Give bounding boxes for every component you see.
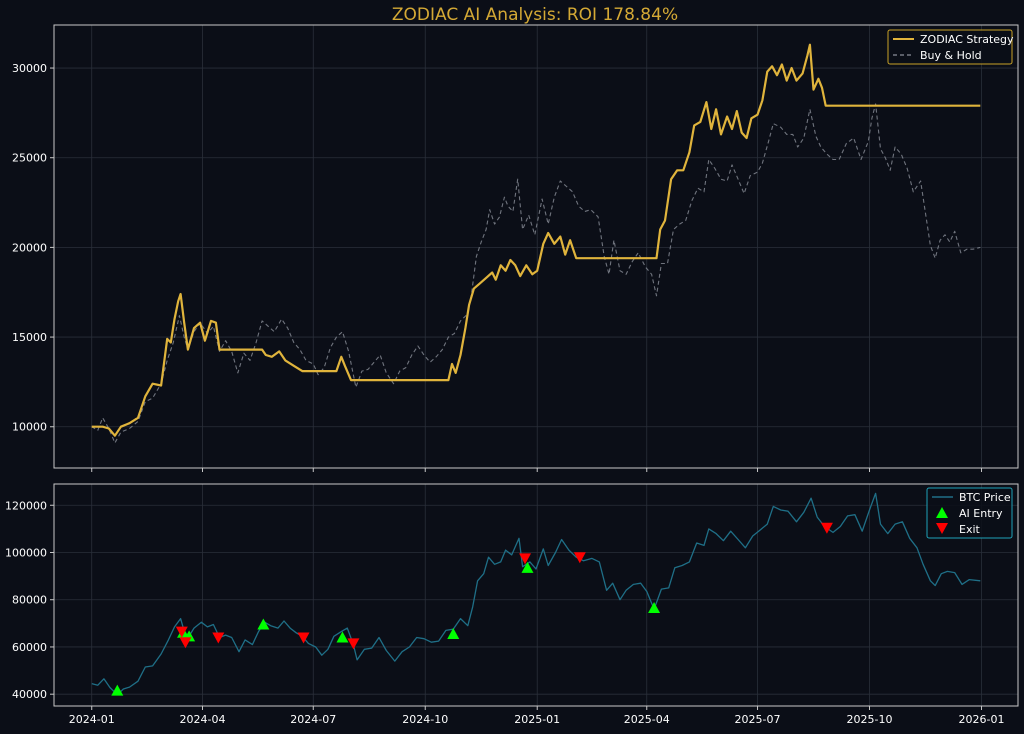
- top-plot-area: [54, 25, 1018, 468]
- bottom-y-ticks: 40000 60000 80000 100000 120000: [5, 499, 54, 701]
- bottom-x-ticks: 2024-01 2024-04 2024-07 2024-10 2025-01 2025-…: [69, 706, 1005, 726]
- exit-marker-0: [175, 626, 188, 638]
- bottom-xtick-label-8: 2026-01: [959, 713, 1005, 726]
- top-ytick-label-1: 15000: [12, 331, 47, 344]
- top-legend: ZODIAC Strategy Buy & Hold: [887, 29, 1014, 65]
- bottom-xtick-label-0: 2024-01: [69, 713, 115, 726]
- bottom-xtick-label-7: 2025-10: [847, 713, 893, 726]
- bottom-ytick-label-0: 40000: [12, 688, 47, 701]
- legend-label-exit: Exit: [959, 523, 981, 536]
- exit-marker-5: [519, 553, 532, 565]
- bottom-plot-area: [54, 484, 1018, 706]
- entry-marker-4: [336, 631, 349, 643]
- bottom-axes-frame: [53, 483, 1019, 707]
- bottom-markers-group: [111, 522, 833, 696]
- legend-swatch-entry: [936, 507, 948, 518]
- chart-title: ZODIAC AI Analysis: ROI 178.84%: [392, 5, 678, 25]
- bottom-ytick-label-3: 100000: [5, 546, 47, 559]
- exit-marker-1: [179, 637, 192, 649]
- legend-label-buyhold: Buy & Hold: [920, 49, 982, 62]
- exit-marker-2: [212, 632, 225, 644]
- top-y-ticks: 10000 15000 20000 25000 30000: [12, 62, 54, 434]
- exit-marker-7: [820, 522, 833, 534]
- top-x-ticks: [91, 468, 982, 472]
- bottom-xtick-label-4: 2025-01: [514, 713, 560, 726]
- entry-marker-3: [257, 618, 270, 630]
- top-ytick-label-2: 20000: [12, 241, 47, 254]
- exit-marker-6: [573, 552, 586, 564]
- top-ytick-label-4: 30000: [12, 62, 47, 75]
- top-ytick-label-0: 10000: [12, 421, 47, 434]
- bottom-legend-box: [926, 487, 1013, 539]
- exit-marker-4: [347, 638, 360, 650]
- bottom-ytick-label-2: 80000: [12, 594, 47, 607]
- top-axes: 10000 15000 20000 25000 30000 ZODIAC Strateg…: [12, 24, 1019, 472]
- top-series-group: [91, 43, 981, 444]
- bottom-grid: [54, 484, 1018, 706]
- bottom-ytick-label-4: 120000: [5, 499, 47, 512]
- bottom-legend: BTC Price AI Entry Exit: [926, 487, 1013, 539]
- entry-marker-6: [521, 561, 534, 573]
- bottom-xtick-label-5: 2025-04: [624, 713, 670, 726]
- legend-label-btc: BTC Price: [959, 491, 1011, 504]
- bottom-xtick-label-3: 2024-10: [402, 713, 448, 726]
- entry-marker-0: [111, 684, 124, 696]
- entry-marker-5: [447, 627, 460, 639]
- series-line-zodiac-strategy: [91, 43, 981, 437]
- exit-marker-3: [297, 632, 310, 644]
- top-legend-box: [887, 29, 1013, 65]
- legend-label-entry: AI Entry: [959, 507, 1003, 520]
- legend-label-strategy: ZODIAC Strategy: [920, 33, 1014, 46]
- top-axes-frame: [53, 24, 1019, 469]
- legend-swatch-exit: [936, 523, 948, 534]
- bottom-ytick-label-1: 60000: [12, 641, 47, 654]
- bottom-xtick-label-2: 2024-07: [290, 713, 336, 726]
- top-grid: [54, 25, 1018, 468]
- entry-marker-7: [648, 601, 661, 613]
- series-line-buy-and-hold: [91, 103, 981, 444]
- bottom-xtick-label-1: 2024-04: [180, 713, 226, 726]
- bottom-xtick-label-6: 2025-07: [735, 713, 781, 726]
- top-ytick-label-3: 25000: [12, 152, 47, 165]
